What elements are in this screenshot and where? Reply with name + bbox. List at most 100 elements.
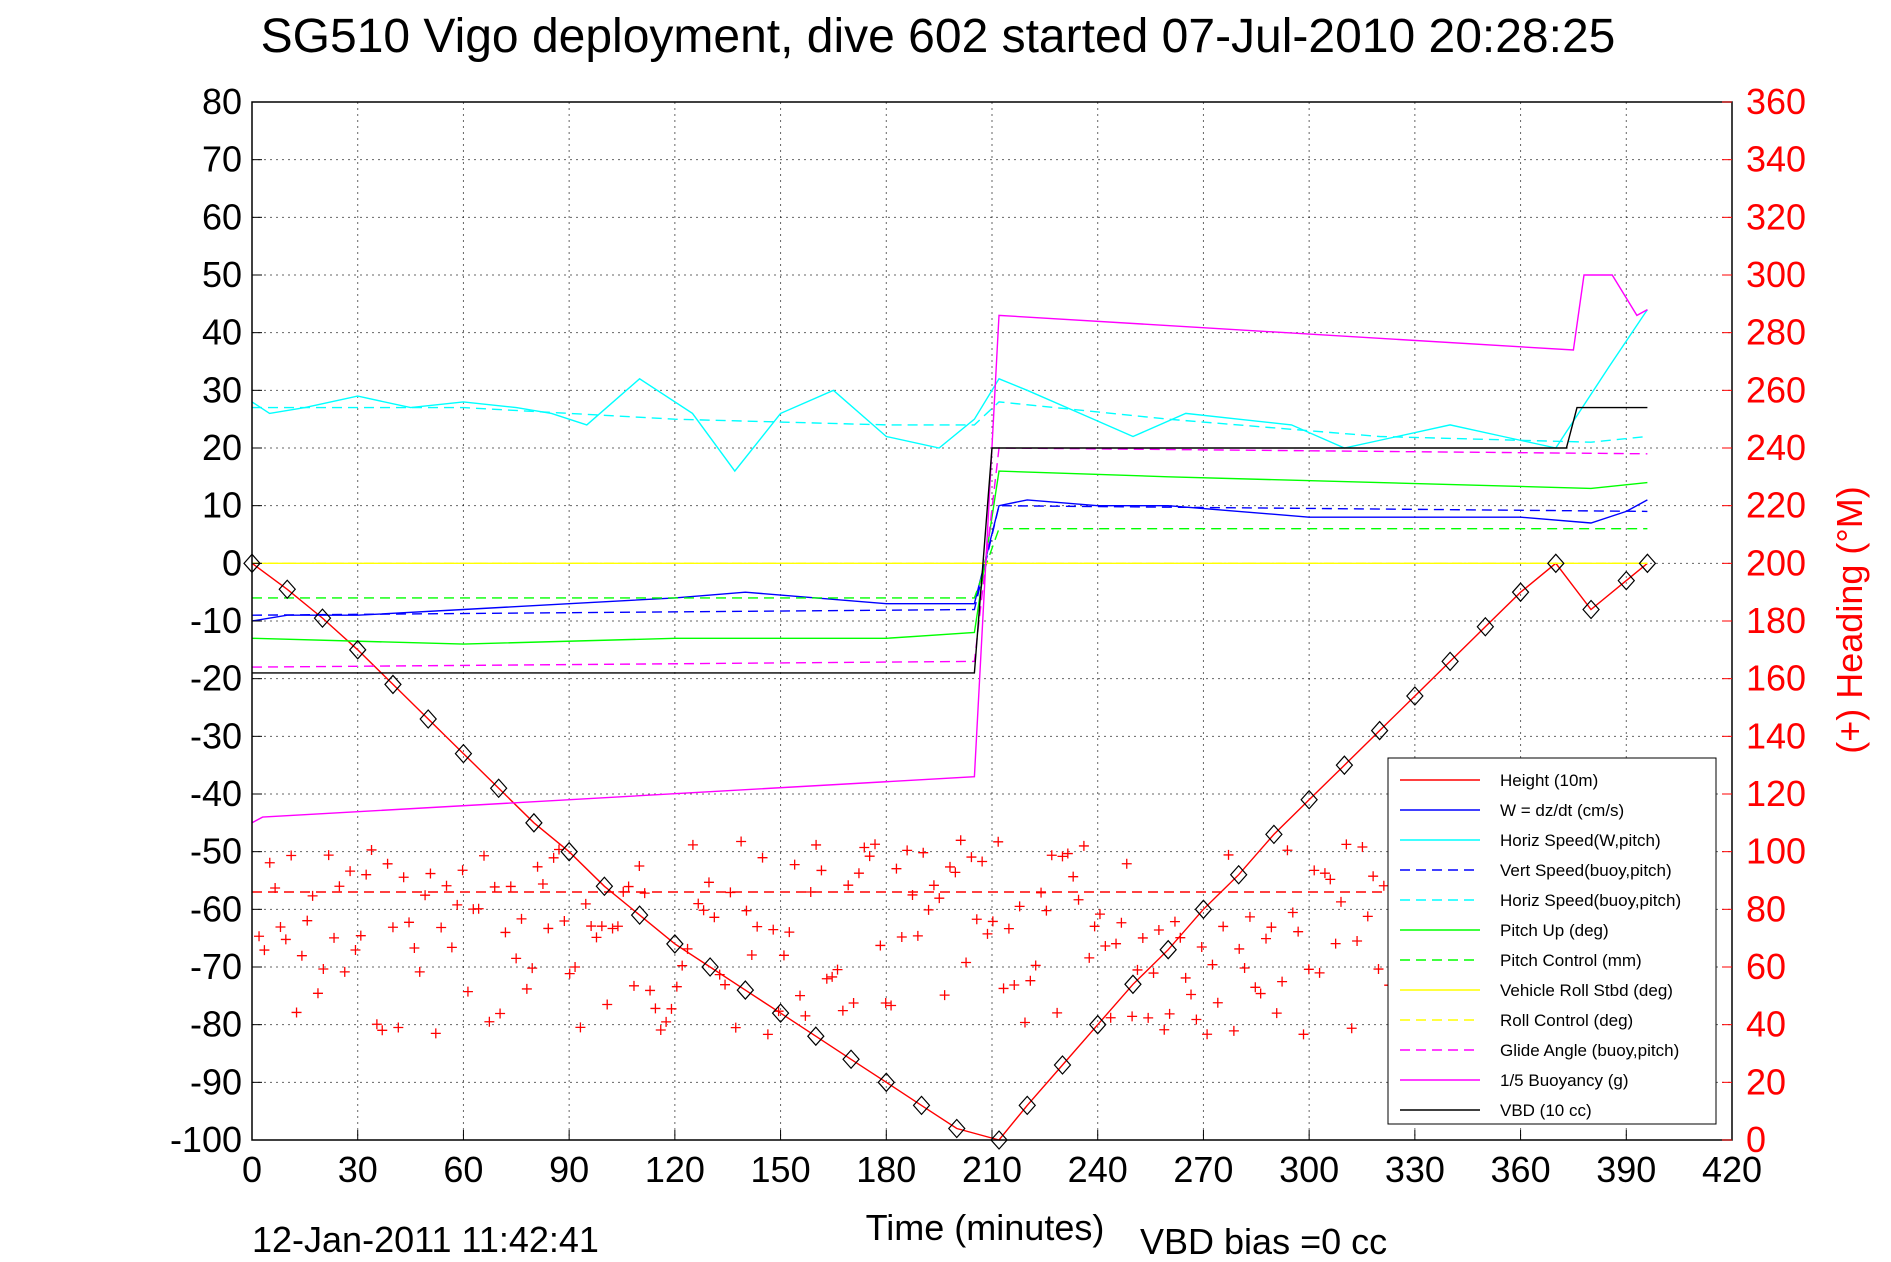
y-axis-ticks: 80 70 60 50 40 30 20 10 0 -10 -20 -30 -40 -50 -60 -70 -8… xyxy=(170,81,262,1160)
heading-plus-marker xyxy=(479,850,490,861)
heading-plus-marker xyxy=(575,1022,586,1033)
heading-plus-marker xyxy=(489,881,500,892)
heading-plus-marker xyxy=(928,880,939,891)
heading-plus-marker xyxy=(1148,968,1159,979)
heading-plus-marker xyxy=(1346,1023,1357,1034)
profile-marker xyxy=(1229,864,1248,885)
heading-plus-marker xyxy=(730,1022,741,1033)
heading-plus-marker xyxy=(366,844,377,855)
x-tick-label: 330 xyxy=(1385,1149,1445,1190)
heading-plus-marker xyxy=(698,905,709,916)
y-tick-label: -40 xyxy=(190,773,242,814)
legend-label: Pitch Control (mm) xyxy=(1500,951,1642,970)
heading-plus-marker xyxy=(1368,871,1379,882)
heading-plus-marker xyxy=(462,986,473,997)
heading-plus-marker xyxy=(452,899,463,910)
x-tick-label: 420 xyxy=(1702,1149,1762,1190)
heading-plus-marker xyxy=(275,922,286,933)
x-axis-ticks: 0 30 60 90 120 150 180 210 240 270 300 330 360 390 420 xyxy=(242,1130,1762,1190)
legend-label: Horiz Speed(buoy,pitch) xyxy=(1500,891,1681,910)
y2-tick-label: 360 xyxy=(1746,81,1806,122)
heading-plus-marker xyxy=(420,890,431,901)
y2-tick-label: 200 xyxy=(1746,542,1806,583)
heading-plus-marker xyxy=(361,869,372,880)
heading-plus-marker xyxy=(645,985,656,996)
heading-plus-marker xyxy=(768,924,779,935)
heading-plus-marker xyxy=(1009,979,1020,990)
y2-tick-label: 180 xyxy=(1746,600,1806,641)
profile-marker xyxy=(1582,599,1600,620)
heading-plus-marker xyxy=(580,898,591,909)
heading-plus-marker xyxy=(355,930,366,941)
heading-plus-marker xyxy=(586,921,597,932)
profile-marker xyxy=(384,674,402,695)
heading-plus-marker xyxy=(1169,916,1180,927)
heading-plus-marker xyxy=(1250,982,1261,993)
heading-plus-marker xyxy=(650,1003,661,1014)
profile-marker xyxy=(278,579,297,600)
heading-plus-marker xyxy=(1212,997,1223,1008)
heading-plus-marker xyxy=(254,931,265,942)
heading-plus-marker xyxy=(955,835,966,846)
heading-plus-marker xyxy=(1223,849,1234,860)
heading-plus-marker xyxy=(521,983,532,994)
heading-plus-marker xyxy=(500,927,511,938)
x-tick-label: 300 xyxy=(1279,1149,1339,1190)
heading-plus-marker xyxy=(1228,1025,1239,1036)
heading-plus-marker xyxy=(746,949,757,960)
series-line xyxy=(252,401,1648,443)
profile-marker xyxy=(630,905,649,926)
heading-plus-marker xyxy=(1143,1012,1154,1023)
y-tick-label: 60 xyxy=(202,196,242,237)
x-tick-label: 210 xyxy=(962,1149,1022,1190)
heading-plus-marker xyxy=(312,988,323,999)
heading-plus-marker xyxy=(709,912,720,923)
heading-plus-marker xyxy=(1089,921,1100,932)
heading-plus-marker xyxy=(853,868,864,879)
series-line xyxy=(252,406,1648,674)
heading-plus-marker xyxy=(1378,880,1389,891)
profile-marker xyxy=(1265,824,1283,845)
heading-plus-marker xyxy=(1357,842,1368,853)
series-line xyxy=(251,499,1648,622)
heading-plus-marker xyxy=(918,847,929,858)
heading-plus-marker xyxy=(1319,868,1330,879)
heading-plus-marker xyxy=(1030,960,1041,971)
heading-plus-marker xyxy=(318,964,329,975)
heading-plus-marker xyxy=(843,880,854,891)
heading-plus-marker xyxy=(950,867,961,878)
heading-plus-marker xyxy=(1271,1008,1282,1019)
heading-plus-marker xyxy=(1303,964,1314,975)
legend-box xyxy=(1387,757,1717,1125)
legend-label: Pitch Up (deg) xyxy=(1500,921,1609,940)
dive-markers xyxy=(243,553,1657,1150)
heading-plus-marker xyxy=(848,997,859,1008)
heading-plus-marker xyxy=(618,886,629,897)
heading-plus-marker xyxy=(859,842,870,853)
heading-plus-marker xyxy=(832,964,843,975)
heading-plus-marker xyxy=(436,922,447,933)
heading-plus-marker xyxy=(564,968,575,979)
y2-tick-label: 60 xyxy=(1746,946,1786,987)
heading-plus-marker xyxy=(414,966,425,977)
heading-plus-marker xyxy=(661,1016,672,1027)
heading-plus-marker xyxy=(982,928,993,939)
series-line xyxy=(251,274,1648,824)
profile-marker xyxy=(1370,720,1389,741)
heading-plus-marker xyxy=(302,915,313,926)
y2-tick-label: 340 xyxy=(1746,139,1806,180)
heading-plus-marker xyxy=(1336,896,1346,907)
heading-plus-marker xyxy=(329,932,340,943)
heading-plus-marker xyxy=(902,845,913,856)
profile-marker xyxy=(1194,899,1213,920)
heading-plus-marker xyxy=(527,963,538,974)
profile-marker xyxy=(1053,1055,1072,1075)
heading-plus-marker xyxy=(971,914,982,925)
y2-tick-label: 300 xyxy=(1746,254,1806,295)
y-tick-label: -80 xyxy=(190,1004,242,1045)
heading-plus-marker xyxy=(1255,988,1266,999)
heading-plus-marker xyxy=(1266,922,1277,933)
legend-label: Height (10m) xyxy=(1500,771,1598,790)
profile-marker xyxy=(1300,789,1318,810)
heading-plus-marker xyxy=(259,945,270,956)
